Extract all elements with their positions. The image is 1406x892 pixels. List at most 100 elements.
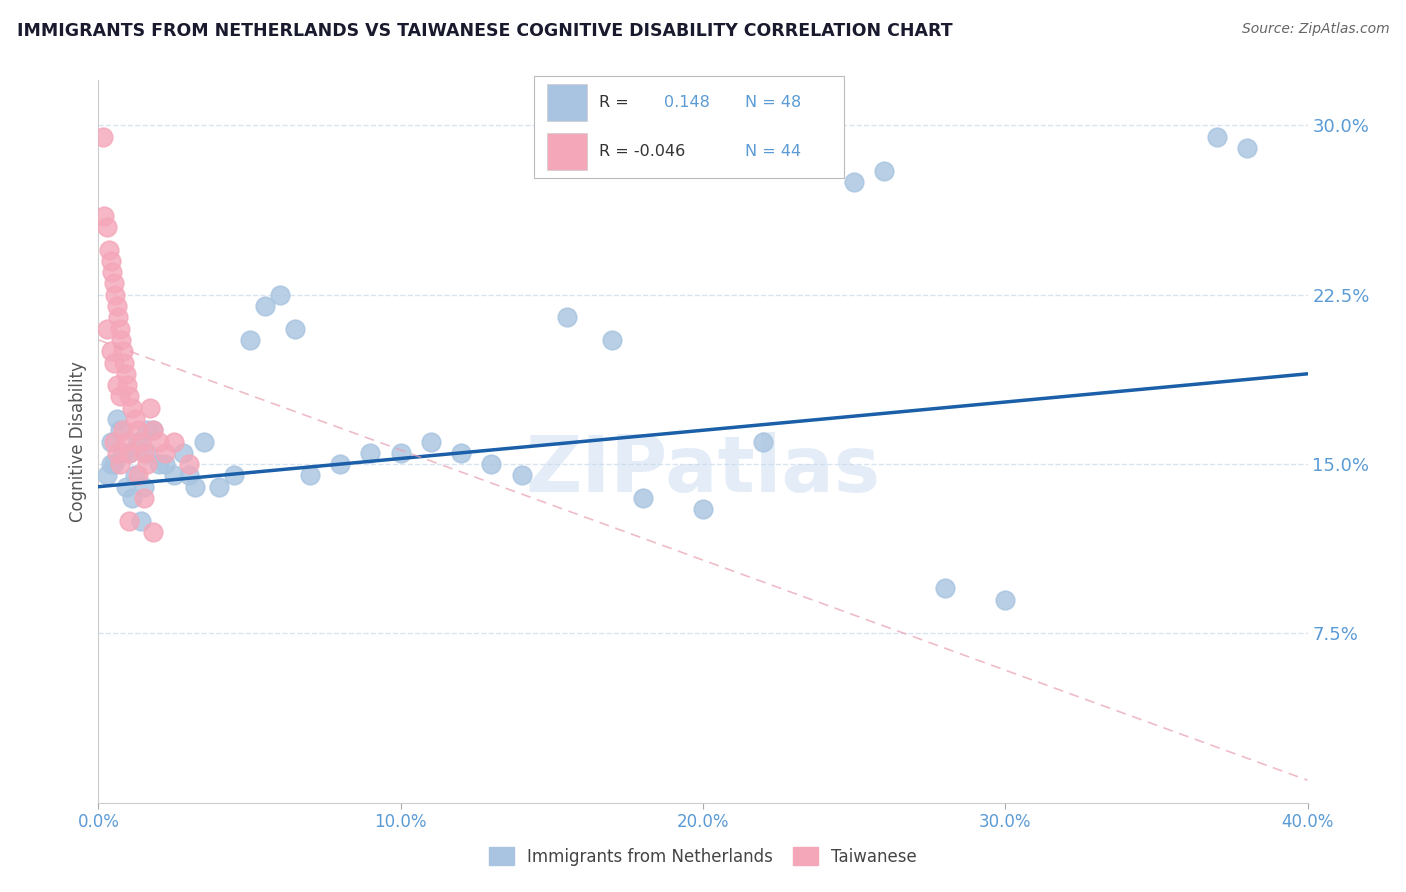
Point (96, 220, 118, 235)
Point (103, 277, 125, 291)
Point (135, 423, 157, 437)
Point (284, 321, 307, 335)
Point (299, 468, 322, 483)
Point (96, 468, 118, 483)
Point (179, 468, 201, 483)
FancyBboxPatch shape (547, 133, 586, 170)
Point (139, 401, 162, 415)
Point (163, 468, 186, 483)
Point (193, 434, 215, 449)
FancyBboxPatch shape (547, 84, 586, 121)
Point (934, 582, 956, 596)
Point (994, 592, 1017, 607)
Point (108, 457, 131, 471)
Text: N = 48: N = 48 (745, 95, 801, 110)
Text: IMMIGRANTS FROM NETHERLANDS VS TAIWANESE COGNITIVE DISABILITY CORRELATION CHART: IMMIGRANTS FROM NETHERLANDS VS TAIWANESE… (17, 22, 952, 40)
Point (153, 446, 176, 460)
Point (108, 321, 131, 335)
Point (510, 468, 533, 483)
Point (103, 355, 125, 369)
Point (129, 514, 152, 528)
Point (101, 265, 124, 279)
Point (172, 446, 194, 460)
Text: ZIPatlas: ZIPatlas (526, 433, 880, 508)
Point (118, 446, 141, 460)
Point (135, 446, 157, 460)
Point (105, 446, 128, 460)
Point (389, 446, 412, 460)
Point (163, 434, 186, 449)
Point (111, 423, 134, 437)
Point (420, 434, 443, 449)
Point (114, 480, 136, 494)
Point (100, 344, 122, 359)
Text: R = -0.046: R = -0.046 (599, 145, 686, 160)
Point (752, 434, 775, 449)
Point (100, 434, 122, 449)
Point (108, 423, 131, 437)
Point (93, 209, 115, 223)
Point (142, 423, 165, 437)
Point (103, 457, 125, 471)
Point (135, 457, 157, 471)
Point (112, 355, 135, 369)
Point (142, 524, 165, 539)
Point (360, 446, 382, 460)
Point (105, 412, 128, 426)
Point (100, 253, 122, 268)
Point (127, 434, 149, 449)
Point (179, 457, 201, 471)
Point (1206, 129, 1229, 144)
Point (98, 243, 121, 257)
Point (224, 468, 246, 483)
Point (100, 457, 122, 471)
Point (132, 480, 155, 494)
Point (104, 287, 127, 301)
Point (115, 378, 138, 392)
Point (110, 333, 132, 347)
Point (631, 491, 654, 505)
Point (124, 412, 146, 426)
Point (1236, 141, 1258, 155)
Y-axis label: Cognitive Disability: Cognitive Disability (69, 361, 87, 522)
Point (111, 446, 134, 460)
Point (555, 310, 578, 325)
Point (142, 423, 165, 437)
Point (253, 299, 276, 313)
Point (108, 389, 131, 403)
Point (124, 468, 146, 483)
Point (121, 491, 143, 505)
Point (127, 468, 149, 483)
Text: R =: R = (599, 95, 628, 110)
Point (114, 367, 136, 381)
Point (450, 446, 472, 460)
Point (107, 310, 129, 325)
Point (481, 457, 503, 471)
Point (239, 333, 262, 347)
Point (148, 457, 170, 471)
Point (844, 175, 866, 189)
Point (129, 434, 152, 449)
Point (111, 344, 134, 359)
Point (184, 480, 207, 494)
Legend: Immigrants from Netherlands, Taiwanese: Immigrants from Netherlands, Taiwanese (481, 838, 925, 874)
Point (329, 457, 352, 471)
Point (127, 423, 149, 437)
Point (148, 434, 170, 449)
FancyBboxPatch shape (534, 76, 844, 178)
Text: 0.148: 0.148 (664, 95, 710, 110)
Point (121, 401, 143, 415)
Point (118, 514, 141, 528)
Point (105, 378, 128, 392)
Text: Source: ZipAtlas.com: Source: ZipAtlas.com (1241, 22, 1389, 37)
Point (114, 434, 136, 449)
Point (96, 321, 118, 335)
Point (118, 446, 141, 460)
Point (118, 389, 141, 403)
Point (873, 163, 896, 178)
Point (91, 129, 114, 144)
Text: N = 44: N = 44 (745, 145, 801, 160)
Point (105, 299, 128, 313)
Point (208, 480, 231, 494)
Point (132, 491, 155, 505)
